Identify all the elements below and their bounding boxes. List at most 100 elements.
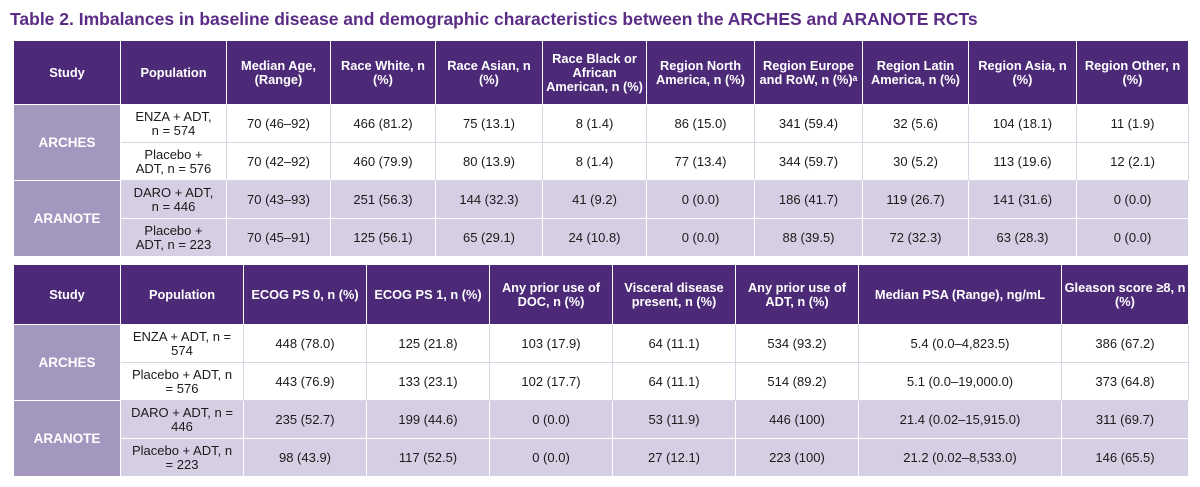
population-cell: Placebo + ADT, n = 223 [120, 438, 244, 477]
value-cell: 98 (43.9) [243, 438, 367, 477]
value-cell: 199 (44.6) [366, 400, 490, 439]
table-row: ARCHES ENZA + ADT, n = 574 70 (46–92) 466 (… [13, 104, 1189, 181]
column-header: Any prior use of ADT, n (%) [735, 264, 859, 325]
value-cell: 8 (1.4) [542, 142, 647, 181]
value-cell: 80 (13.9) [435, 142, 543, 181]
value-cell: 104 (18.1) [968, 104, 1077, 143]
value-cell: 344 (59.7) [754, 142, 863, 181]
value-cell: 125 (56.1) [330, 218, 436, 257]
column-header: Race Black or African American, n (%) [542, 40, 647, 105]
value-cell: 386 (67.2) [1061, 324, 1189, 363]
table-row: ARANOTE DARO + ADT, n = 446 235 (52.7) 199 … [13, 400, 1189, 477]
value-cell: 113 (19.6) [968, 142, 1077, 181]
column-header: Region Asia, n (%) [968, 40, 1077, 105]
column-header: Gleason score ≥8, n (%) [1061, 264, 1189, 325]
value-cell: 373 (64.8) [1061, 362, 1189, 401]
column-header: Region North America, n (%) [646, 40, 755, 105]
population-cell: ENZA + ADT, n = 574 [120, 104, 227, 143]
value-cell: 30 (5.2) [862, 142, 969, 181]
value-cell: 32 (5.6) [862, 104, 969, 143]
value-cell: 103 (17.9) [489, 324, 613, 363]
population-cell: Placebo + ADT, n = 576 [120, 362, 244, 401]
population-cell: ENZA + ADT, n = 574 [120, 324, 244, 363]
value-cell: 341 (59.4) [754, 104, 863, 143]
value-cell: 0 (0.0) [1076, 180, 1189, 219]
value-cell: 70 (46–92) [226, 104, 331, 143]
value-cell: 311 (69.7) [1061, 400, 1189, 439]
population-cell: Placebo + ADT, n = 576 [120, 142, 227, 181]
disease-characteristics-table: Study Population ECOG PS 0, n (%) ECOG PS 1… [13, 264, 1189, 477]
value-cell: 0 (0.0) [1076, 218, 1189, 257]
value-cell: 0 (0.0) [489, 400, 613, 439]
table-row: ARCHES ENZA + ADT, n = 574 448 (78.0) 125 (… [13, 324, 1189, 401]
value-cell: 466 (81.2) [330, 104, 436, 143]
value-cell: 65 (29.1) [435, 218, 543, 257]
column-header-population: Population [120, 40, 227, 105]
table-row: Placebo + ADT, n = 223 98 (43.9) 117 (52.5… [14, 438, 1189, 477]
value-cell: 0 (0.0) [489, 438, 613, 477]
value-cell: 64 (11.1) [612, 324, 736, 363]
column-header: Region Other, n (%) [1076, 40, 1189, 105]
column-header: ECOG PS 1, n (%) [366, 264, 490, 325]
value-cell: 235 (52.7) [243, 400, 367, 439]
study-name-cell: ARANOTE [13, 180, 121, 257]
value-cell: 514 (89.2) [735, 362, 859, 401]
value-cell: 70 (42–92) [226, 142, 331, 181]
value-cell: 125 (21.8) [366, 324, 490, 363]
demographics-table: Study Population Median Age, (Range) Race W… [13, 40, 1189, 257]
value-cell: 133 (23.1) [366, 362, 490, 401]
value-cell: 63 (28.3) [968, 218, 1077, 257]
column-header-study: Study [13, 40, 121, 105]
value-cell: 117 (52.5) [366, 438, 490, 477]
value-cell: 64 (11.1) [612, 362, 736, 401]
column-header: ECOG PS 0, n (%) [243, 264, 367, 325]
population-cell: DARO + ADT, n = 446 [120, 180, 227, 219]
value-cell: 144 (32.3) [435, 180, 543, 219]
value-cell: 0 (0.0) [646, 218, 755, 257]
value-cell: 119 (26.7) [862, 180, 969, 219]
value-cell: 72 (32.3) [862, 218, 969, 257]
value-cell: 446 (100) [735, 400, 859, 439]
column-header: Any prior use of DOC, n (%) [489, 264, 613, 325]
value-cell: 141 (31.6) [968, 180, 1077, 219]
study-name-cell: ARCHES [13, 104, 121, 181]
value-cell: 102 (17.7) [489, 362, 613, 401]
table-header-row: Study Population ECOG PS 0, n (%) ECOG PS 1… [13, 264, 1189, 325]
value-cell: 8 (1.4) [542, 104, 647, 143]
value-cell: 448 (78.0) [243, 324, 367, 363]
column-header: Region Europe and RoW, n (%)ᵃ [754, 40, 863, 105]
value-cell: 11 (1.9) [1076, 104, 1189, 143]
value-cell: 443 (76.9) [243, 362, 367, 401]
value-cell: 534 (93.2) [735, 324, 859, 363]
value-cell: 75 (13.1) [435, 104, 543, 143]
column-header: Region Latin America, n (%) [862, 40, 969, 105]
value-cell: 186 (41.7) [754, 180, 863, 219]
column-header-study: Study [13, 264, 121, 325]
table-header-row: Study Population Median Age, (Range) Race W… [13, 40, 1189, 105]
table-row: Placebo + ADT, n = 576 70 (42–92) 460 (79.… [14, 142, 1189, 181]
value-cell: 41 (9.2) [542, 180, 647, 219]
value-cell: 12 (2.1) [1076, 142, 1189, 181]
study-name-cell: ARANOTE [13, 400, 121, 477]
value-cell: 70 (43–93) [226, 180, 331, 219]
population-cell: Placebo + ADT, n = 223 [120, 218, 227, 257]
value-cell: 27 (12.1) [612, 438, 736, 477]
column-header: Median Age, (Range) [226, 40, 331, 105]
value-cell: 251 (56.3) [330, 180, 436, 219]
table-row: Placebo + ADT, n = 576 443 (76.9) 133 (23.… [14, 362, 1189, 401]
value-cell: 77 (13.4) [646, 142, 755, 181]
value-cell: 70 (45–91) [226, 218, 331, 257]
value-cell: 5.4 (0.0–4,823.5) [858, 324, 1062, 363]
column-header: Median PSA (Range), ng/mL [858, 264, 1062, 325]
value-cell: 5.1 (0.0–19,000.0) [858, 362, 1062, 401]
value-cell: 86 (15.0) [646, 104, 755, 143]
table-caption: Table 2. Imbalances in baseline disease … [10, 9, 978, 29]
value-cell: 21.4 (0.02–15,915.0) [858, 400, 1062, 439]
value-cell: 146 (65.5) [1061, 438, 1189, 477]
column-header: Race White, n (%) [330, 40, 436, 105]
population-cell: DARO + ADT, n = 446 [120, 400, 244, 439]
study-name-cell: ARCHES [13, 324, 121, 401]
value-cell: 223 (100) [735, 438, 859, 477]
value-cell: 0 (0.0) [646, 180, 755, 219]
table-row: Placebo + ADT, n = 223 70 (45–91) 125 (56.… [14, 218, 1189, 257]
